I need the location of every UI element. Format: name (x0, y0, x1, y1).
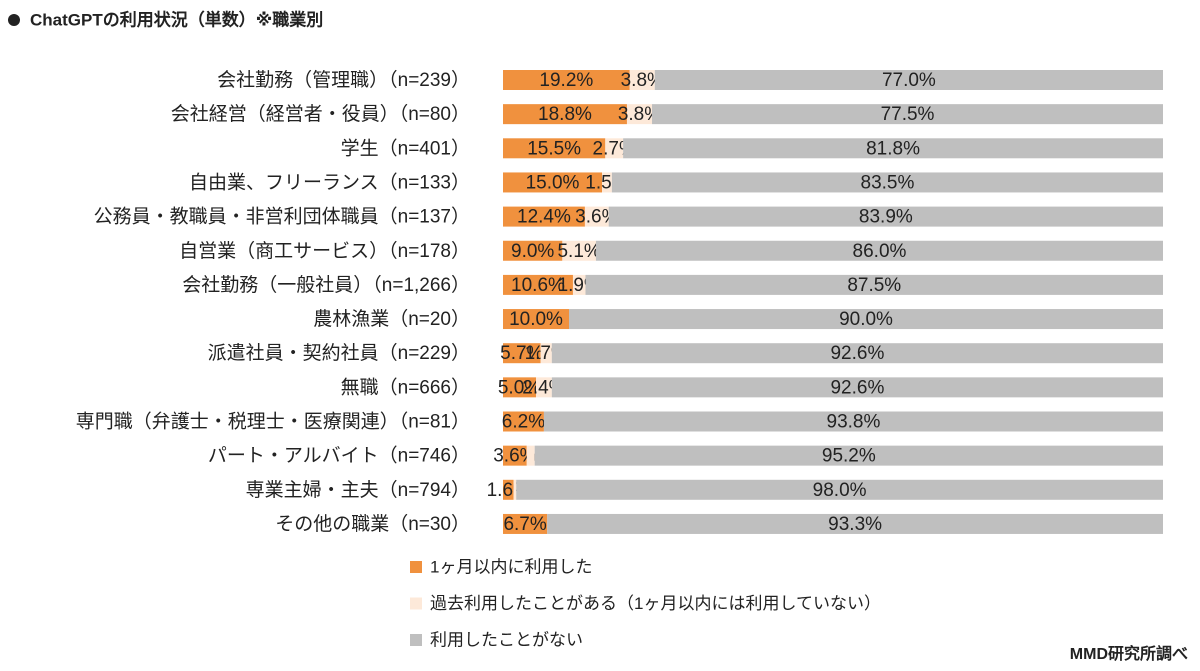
value-label: 77.5% (881, 104, 935, 125)
value-label: 15.5% (527, 138, 581, 159)
value-label: 3.6% (575, 207, 618, 228)
bar-segment (602, 172, 612, 193)
bar-segment (595, 240, 1163, 261)
value-label: 77.0% (882, 70, 936, 91)
value-label: 98.0% (813, 480, 867, 501)
legend-swatch (410, 561, 422, 573)
source: MMD研究所調べ (1070, 644, 1188, 663)
value-label: 9.0% (511, 241, 554, 262)
bar-segment (503, 240, 563, 261)
value-label: 5.1% (557, 241, 600, 262)
legend-label: 1ヶ月以内に利用した (430, 557, 592, 576)
legend-label: 過去利用したことがある（1ヶ月以内には利用していない） (430, 594, 881, 613)
value-label: 10.0% (509, 309, 563, 330)
value-label: 3.8% (621, 70, 664, 91)
bar-segment (503, 104, 627, 125)
value-label: 92.6% (830, 343, 884, 364)
value-label: 6.7% (503, 514, 546, 535)
bar-segment (534, 445, 1163, 466)
value-label: 83.5% (861, 172, 915, 193)
bar-segment (503, 206, 585, 227)
bar-segment (536, 377, 552, 398)
legend-swatch (410, 597, 422, 610)
bar-segment (629, 70, 655, 90)
title-bullet (8, 14, 20, 26)
value-label: 3.6% (493, 446, 536, 467)
category-label: 自営業（商工サービス）（n=178） (179, 240, 470, 262)
value-label: 95.2% (822, 446, 876, 467)
category-label: 自由業、フリーランス（n=133） (189, 171, 470, 193)
bar-segment (585, 274, 1163, 295)
bar-segment (572, 274, 586, 295)
value-label: 87.5% (847, 275, 901, 296)
category-label: 無職（n=666） (341, 376, 470, 398)
value-label: 6.2% (502, 412, 545, 433)
bar-segment (654, 70, 1163, 90)
value-label: 10.6% (511, 275, 565, 296)
value-label: 19.2% (539, 70, 593, 91)
bar-segment (503, 343, 541, 364)
value-label: 3.8% (618, 104, 661, 125)
value-label: 86.0% (853, 241, 907, 262)
value-label: 92.6% (830, 377, 884, 398)
bar-segment (503, 479, 514, 500)
bar-segment (503, 70, 630, 90)
value-label: 83.9% (859, 207, 913, 228)
bar-segment (503, 513, 548, 534)
bar-segment (605, 138, 624, 159)
bar-segment (562, 240, 596, 261)
bar-segment (503, 411, 544, 432)
value-label: 12.4% (517, 207, 571, 228)
bar-segment (652, 104, 1163, 125)
category-label: その他の職業（n=30） (275, 513, 470, 535)
value-label: 15.0% (526, 172, 580, 193)
bar-segment (551, 343, 1163, 364)
bar-segment (503, 377, 536, 398)
category-label: 農林漁業（n=20） (313, 308, 470, 330)
bar-segment (513, 479, 517, 500)
value-label: 93.8% (827, 412, 881, 433)
category-label: 専門職（弁護士・税理士・医療関連）（n=81） (76, 411, 470, 433)
category-label: パート・アルバイト（n=746） (208, 445, 470, 467)
value-label: 90.0% (839, 309, 893, 330)
bar-segment (547, 513, 1163, 534)
bar-segment (540, 343, 552, 364)
chart-title: ChatGPTの利用状況（単数）※職業別 (30, 9, 323, 29)
bar-segment (526, 445, 535, 466)
value-label: 18.8% (538, 104, 592, 125)
category-label: 会社経営（経営者・役員）（n=80） (171, 103, 470, 125)
bar-segment (551, 377, 1163, 398)
value-label: 93.3% (828, 514, 882, 535)
value-label: 81.8% (866, 138, 920, 159)
legend-label: 利用したことがない (430, 630, 583, 649)
category-label: 公務員・教職員・非営利団体職員（n=137） (94, 206, 470, 228)
bar-segment (584, 206, 609, 227)
bar-segment (569, 309, 1163, 330)
bar-segment (503, 445, 527, 466)
bar-segment (626, 104, 653, 125)
category-label: 派遣社員・契約社員（n=229） (208, 342, 470, 364)
bar-segment (516, 479, 1163, 500)
bar-segment (608, 206, 1163, 227)
bar-segment (503, 274, 573, 295)
category-label: 学生（n=401） (341, 137, 470, 159)
bar-segment (503, 172, 602, 193)
bar-segment (503, 138, 606, 159)
bar-segment (611, 172, 1163, 193)
value-label: 5.7% (500, 343, 543, 364)
category-label: 会社勤務（管理職）（n=239） (217, 69, 470, 91)
category-label: 会社勤務（一般社員）（n=1,266） (182, 274, 470, 296)
bar-segment (503, 309, 569, 330)
category-label: 専業主婦・主夫（n=794） (246, 479, 470, 501)
bar-segment (543, 411, 1163, 432)
bar-segment (623, 138, 1163, 159)
value-label: 5.0% (498, 377, 541, 398)
legend-swatch (410, 634, 422, 646)
